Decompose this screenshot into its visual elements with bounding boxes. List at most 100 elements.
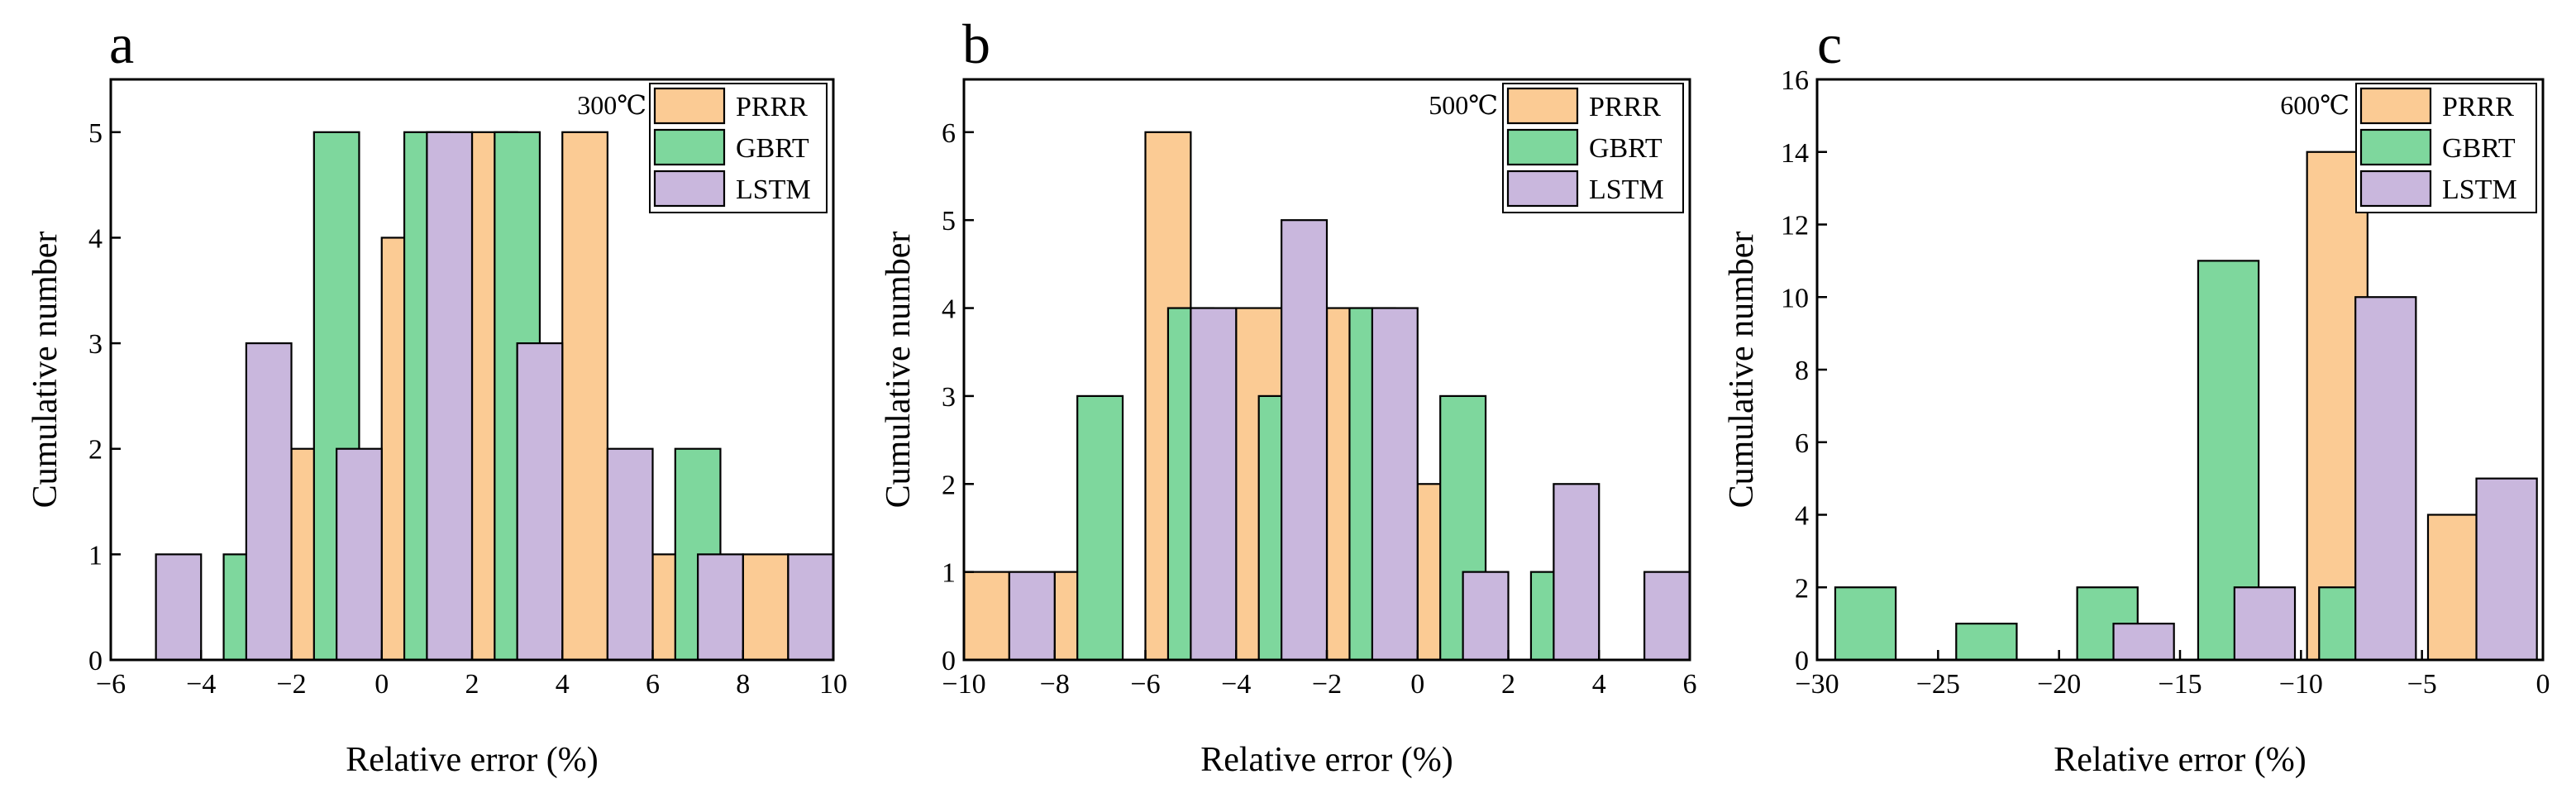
legend-swatch-gbrt bbox=[1506, 128, 1579, 166]
legend-swatch-gbrt bbox=[653, 128, 726, 166]
temperature-label: 600℃ bbox=[2280, 90, 2349, 120]
bar-lstm bbox=[1008, 571, 1056, 662]
legend-swatch-prrr bbox=[1506, 87, 1579, 125]
x-tick-label: 8 bbox=[736, 669, 750, 700]
legend-label-prrr: PRRR bbox=[2442, 92, 2514, 122]
legend-label-prrr: PRRR bbox=[736, 92, 808, 122]
y-tick-label: 6 bbox=[1795, 428, 1809, 459]
x-tick-label: −30 bbox=[1795, 669, 1839, 700]
y-tick-label: 4 bbox=[942, 294, 956, 325]
x-axis-label: Relative error (%) bbox=[2054, 741, 2306, 779]
legend-label-gbrt: GBRT bbox=[1589, 133, 1662, 164]
bar-lstm bbox=[1553, 483, 1600, 662]
bar-lstm bbox=[426, 131, 474, 662]
y-tick-label: 1 bbox=[88, 540, 103, 571]
bar-prrr bbox=[561, 131, 608, 662]
x-tick-label: −6 bbox=[96, 669, 126, 700]
bars bbox=[155, 131, 835, 662]
bar-lstm bbox=[155, 553, 203, 662]
bar-lstm bbox=[1643, 571, 1691, 662]
bar-lstm bbox=[606, 447, 654, 662]
x-tick-label: −5 bbox=[2407, 669, 2437, 700]
legend-swatch-lstm bbox=[653, 170, 726, 208]
x-tick-label: −25 bbox=[1916, 669, 1960, 700]
bar-lstm bbox=[1462, 571, 1510, 662]
x-tick-label: −4 bbox=[1221, 669, 1251, 700]
y-tick-label: 12 bbox=[1781, 211, 1809, 241]
axis-ticks: −30 −25 −20 −15 −10 −5 0 0 2 4 6 8 10 12 14 16 bbox=[1781, 65, 2550, 700]
x-tick-label: 10 bbox=[819, 669, 847, 700]
panel-c: c −30 −25 −20 −15 −10 −5 0 0 2 4 6 8 10 12 14 16 Relati… bbox=[1723, 12, 2550, 779]
axis-ticks: −6 −4 −2 0 2 4 6 8 10 0 1 2 3 4 5 bbox=[88, 118, 847, 700]
y-tick-label: 6 bbox=[942, 118, 956, 149]
bar-lstm bbox=[1281, 219, 1329, 662]
bar-lstm bbox=[2354, 296, 2417, 662]
bar-prrr bbox=[962, 571, 1010, 662]
legend-swatch-prrr bbox=[653, 87, 726, 125]
panel-b: b −10 −8 −6 −4 −2 0 2 4 6 0 1 2 3 4 5 6 Relative error … bbox=[880, 12, 1697, 779]
bar-lstm bbox=[1371, 307, 1419, 662]
bars bbox=[1834, 151, 2538, 662]
temperature-label: 500℃ bbox=[1429, 90, 1498, 120]
x-axis-label: Relative error (%) bbox=[1200, 741, 1453, 779]
legend-swatch-prrr bbox=[2359, 87, 2432, 125]
legend: PRRR GBRT LSTM bbox=[649, 83, 828, 213]
legend-swatch-lstm bbox=[2359, 170, 2432, 208]
x-tick-label: 4 bbox=[1592, 669, 1606, 700]
y-tick-label: 0 bbox=[942, 646, 956, 676]
x-tick-label: −4 bbox=[186, 669, 216, 700]
bar-lstm bbox=[516, 342, 564, 662]
y-tick-label: 0 bbox=[1795, 646, 1809, 676]
y-tick-label: 8 bbox=[1795, 356, 1809, 386]
panel-letter: c bbox=[1817, 12, 1842, 75]
y-tick-label: 3 bbox=[942, 382, 956, 413]
x-tick-label: −15 bbox=[2158, 669, 2202, 700]
x-tick-label: −10 bbox=[2279, 669, 2323, 700]
x-tick-label: −6 bbox=[1130, 669, 1160, 700]
x-axis-label: Relative error (%) bbox=[346, 741, 599, 779]
legend-label-lstm: LSTM bbox=[2442, 174, 2517, 205]
panel-letter: b bbox=[962, 12, 990, 75]
y-tick-label: 4 bbox=[1795, 501, 1809, 532]
temperature-label: 300℃ bbox=[577, 90, 646, 120]
legend-label-lstm: LSTM bbox=[736, 174, 811, 205]
bar-lstm bbox=[697, 553, 744, 662]
x-tick-label: −2 bbox=[276, 669, 306, 700]
bar-gbrt bbox=[1955, 623, 2018, 662]
y-tick-label: 2 bbox=[88, 435, 103, 466]
y-tick-label: 4 bbox=[88, 223, 103, 254]
x-tick-label: 2 bbox=[1501, 669, 1515, 700]
y-tick-label: 2 bbox=[942, 470, 956, 500]
bar-gbrt bbox=[1076, 394, 1124, 662]
legend-label-lstm: LSTM bbox=[1589, 174, 1664, 205]
bars bbox=[962, 131, 1691, 662]
x-tick-label: 0 bbox=[2536, 669, 2550, 700]
legend-label-prrr: PRRR bbox=[1589, 92, 1661, 122]
bar-gbrt bbox=[1834, 586, 1897, 662]
y-tick-label: 3 bbox=[88, 329, 103, 360]
x-tick-label: 6 bbox=[1683, 669, 1697, 700]
y-axis-label: Cumulative number bbox=[26, 232, 64, 509]
y-axis-label: Cumulative number bbox=[1723, 232, 1761, 509]
x-tick-label: −2 bbox=[1312, 669, 1342, 700]
bar-lstm bbox=[1190, 307, 1238, 662]
legend-label-gbrt: GBRT bbox=[736, 133, 809, 164]
bar-lstm bbox=[245, 342, 293, 662]
x-tick-label: −10 bbox=[942, 669, 985, 700]
y-tick-label: 5 bbox=[88, 118, 103, 149]
y-tick-label: 14 bbox=[1781, 138, 1809, 169]
bar-lstm bbox=[2233, 586, 2297, 662]
legend-swatch-gbrt bbox=[2359, 128, 2432, 166]
bar-lstm bbox=[2112, 623, 2175, 662]
bar-lstm bbox=[787, 553, 835, 662]
panel-a: a −6 −4 −2 0 2 4 6 8 10 0 1 2 3 4 5 Relative error (%)… bbox=[26, 12, 847, 779]
x-tick-label: 2 bbox=[465, 669, 479, 700]
y-tick-label: 1 bbox=[942, 558, 956, 589]
x-tick-label: −8 bbox=[1040, 669, 1070, 700]
panel-letter: a bbox=[109, 12, 134, 75]
axis-ticks: −10 −8 −6 −4 −2 0 2 4 6 0 1 2 3 4 5 6 bbox=[942, 118, 1697, 700]
bar-lstm bbox=[2475, 477, 2538, 662]
x-tick-label: 0 bbox=[374, 669, 389, 700]
y-tick-label: 2 bbox=[1795, 573, 1809, 604]
